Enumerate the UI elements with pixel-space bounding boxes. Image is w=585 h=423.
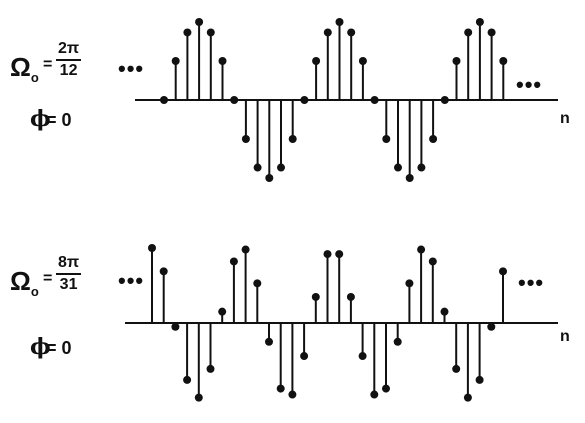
stem-sample-point (300, 352, 309, 361)
fraction-numerator: 2π (56, 40, 82, 61)
omega-subscript: o (30, 284, 39, 300)
stem-sample-point (452, 364, 461, 373)
stem-sample-point (335, 18, 344, 26)
stem-sample-point (417, 245, 426, 254)
stem-sample-point (323, 250, 332, 259)
equals-sign: = (43, 270, 53, 287)
stem-sample-point (393, 337, 402, 346)
stem-sample-point (276, 384, 285, 393)
stem-sample-point (499, 57, 508, 65)
stem-plot-panel (135, 18, 558, 182)
stem-sample-point (487, 322, 496, 331)
stem-sample-point (358, 352, 367, 361)
stem-sample-point (218, 57, 227, 65)
stem-sample-point (440, 96, 449, 104)
stem-sample-point (475, 375, 484, 384)
stem-sample-point (370, 390, 379, 399)
stem-sample-point (382, 384, 390, 393)
stem-sample-point (183, 28, 192, 37)
stem-sample-point (335, 250, 344, 259)
ellipsis-left: ••• (118, 268, 145, 293)
stem-sample-point (265, 337, 273, 346)
stem-sample-point (464, 28, 473, 37)
stem-sample-point (230, 96, 239, 104)
phi-symbol: ϕ (30, 106, 51, 132)
fraction-denominator: 12 (59, 62, 78, 79)
stem-sample-point (428, 257, 437, 266)
stem-sample-point (277, 163, 285, 172)
stem-sample-point (160, 96, 168, 104)
stem-sample-point (499, 267, 507, 276)
stem-sample-point (265, 174, 274, 182)
stem-sample-point (300, 96, 309, 104)
stem-sample-point (229, 257, 238, 266)
stem-sample-point (312, 57, 321, 65)
stem-sample-point (206, 364, 215, 373)
stem-sample-point (382, 135, 391, 143)
stem-sample-point (241, 135, 250, 143)
stem-sample-point (370, 96, 379, 104)
stem-sample-point (440, 307, 449, 316)
stem-sample-point (288, 390, 297, 399)
stem-sample-point (288, 135, 297, 143)
stem-sample-point (183, 375, 192, 384)
omega-subscript: o (30, 70, 39, 86)
stem-sample-point (405, 279, 414, 288)
ellipsis-left: ••• (118, 56, 145, 81)
stem-sample-point (241, 245, 250, 254)
stem-sample-point (253, 279, 262, 288)
ellipsis-right: ••• (518, 270, 545, 295)
axis-label-n: n (560, 328, 570, 345)
stem-sample-point (194, 393, 203, 402)
stem-sample-point (218, 307, 227, 316)
stem-sample-point (171, 57, 180, 65)
fraction-denominator: 31 (59, 276, 78, 293)
stem-sample-point (159, 267, 168, 276)
equals-sign: = (43, 56, 53, 73)
stem-sample-point (452, 57, 461, 65)
phi-symbol: ϕ (30, 334, 51, 360)
stem-sample-point (171, 322, 180, 331)
stem-sample-point (429, 135, 438, 143)
fraction-numerator: 8π (56, 254, 82, 275)
omega-fraction: 2π 12 (56, 40, 82, 80)
stem-sample-point (417, 163, 426, 172)
stem-sample-point (347, 28, 356, 37)
stem-sample-point (346, 292, 355, 301)
stem-sample-point (394, 163, 402, 172)
stem-sample-point (195, 18, 204, 26)
ellipsis-right: ••• (516, 72, 543, 97)
stem-sample-point (358, 57, 367, 65)
omega-symbol: Ωo (10, 52, 39, 86)
stem-sample-point (311, 292, 320, 301)
omega-symbol: Ωo (10, 266, 39, 300)
phi-value: = 0 (46, 110, 72, 130)
stem-sample-point (487, 28, 496, 37)
stem-sample-point (253, 163, 262, 172)
stem-sample-point (206, 28, 215, 37)
axis-label-n: n (560, 110, 570, 127)
stem-sample-point (475, 18, 484, 26)
stem-sample-point (148, 244, 156, 252)
stem-sample-point (323, 28, 332, 37)
phi-value: = 0 (46, 338, 72, 358)
stem-sample-point (405, 174, 414, 182)
stem-plot-panel (125, 244, 558, 402)
stem-sample-point (463, 393, 472, 402)
omega-fraction: 8π 31 (56, 254, 82, 294)
